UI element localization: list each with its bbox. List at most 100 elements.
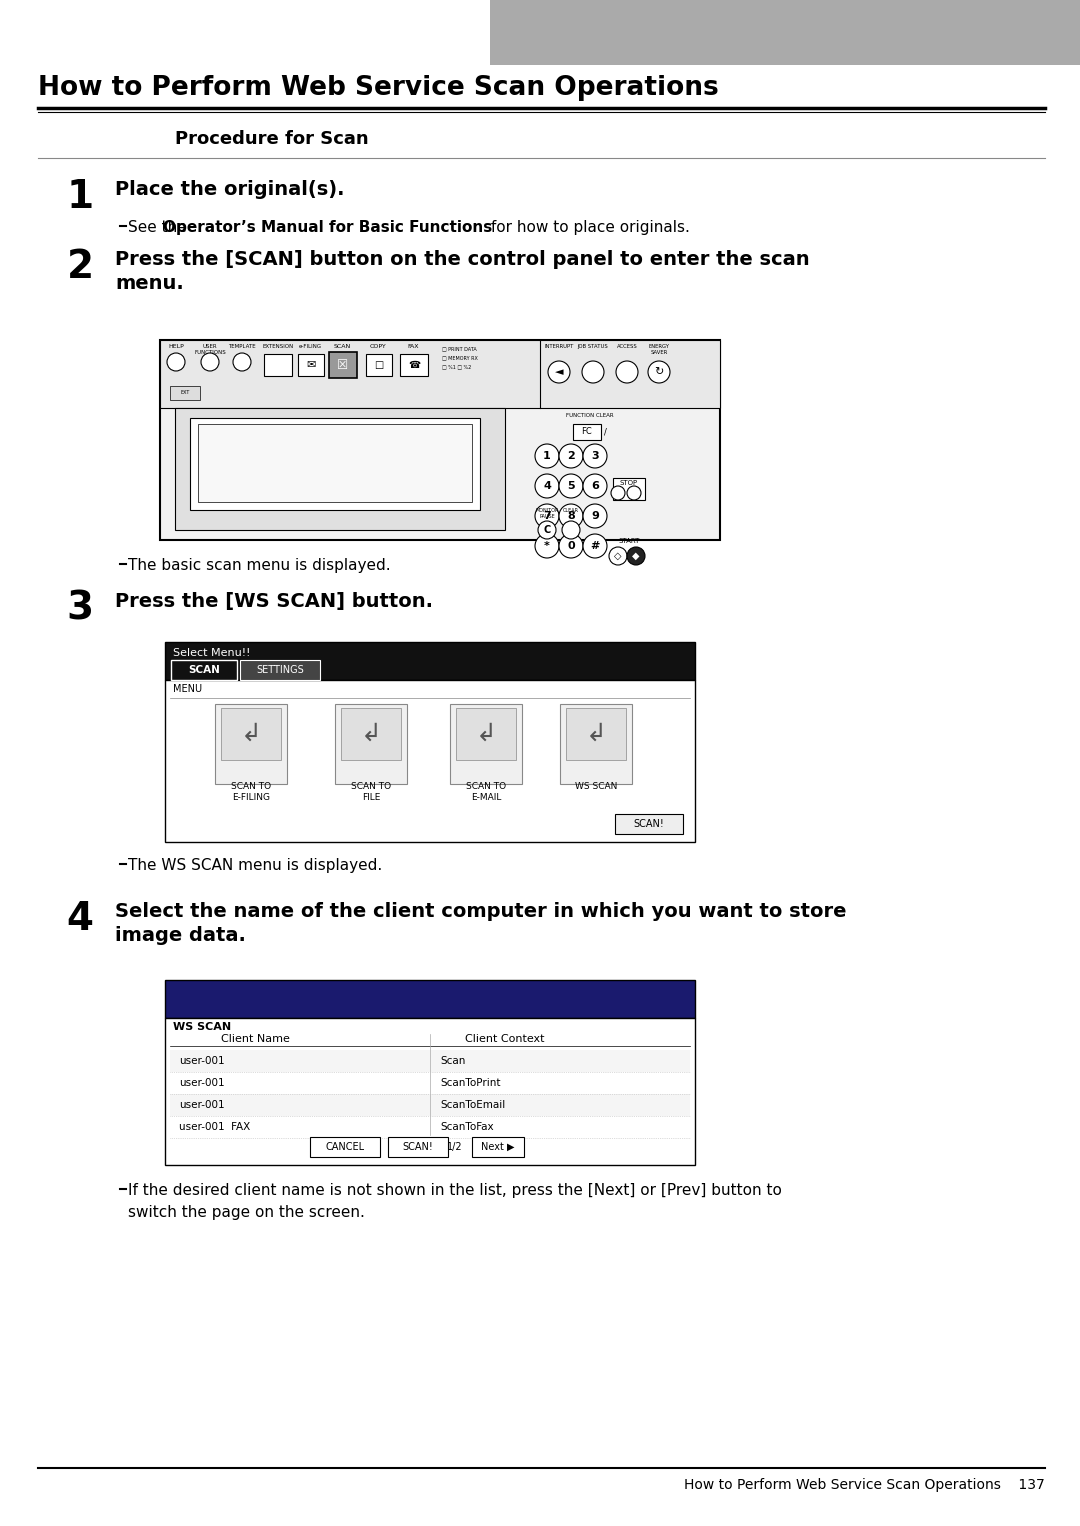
Circle shape: [609, 546, 627, 565]
Bar: [456, 708, 516, 760]
Text: Client Name: Client Name: [220, 1035, 289, 1044]
Circle shape: [611, 485, 625, 501]
Text: Client Context: Client Context: [465, 1035, 544, 1044]
Text: FUNCTION CLEAR: FUNCTION CLEAR: [566, 414, 613, 418]
Text: MONITOR
PAUSE: MONITOR PAUSE: [536, 508, 558, 519]
Text: SCAN: SCAN: [334, 343, 351, 349]
Text: EXTENSION: EXTENSION: [262, 343, 294, 349]
Text: MENU: MENU: [173, 684, 202, 694]
Text: Select Menu!!: Select Menu!!: [173, 649, 251, 658]
Text: How to Perform Web Service Scan Operations    137: How to Perform Web Service Scan Operatio…: [685, 1479, 1045, 1492]
Bar: [298, 354, 324, 375]
Circle shape: [582, 362, 604, 383]
Text: Procedure for Scan: Procedure for Scan: [175, 130, 368, 148]
Text: C: C: [543, 525, 551, 536]
Text: ↲: ↲: [585, 722, 607, 746]
Text: EXT: EXT: [180, 391, 190, 395]
Text: switch the page on the screen.: switch the page on the screen.: [129, 1206, 365, 1219]
Bar: [400, 354, 428, 375]
Circle shape: [535, 504, 559, 528]
Text: for how to place originals.: for how to place originals.: [486, 220, 690, 235]
Text: 6: 6: [591, 481, 599, 491]
Text: e-FILING: e-FILING: [298, 343, 322, 349]
Circle shape: [627, 546, 645, 565]
Text: 8: 8: [567, 511, 575, 520]
Bar: [613, 478, 645, 501]
Bar: [450, 703, 522, 784]
Bar: [198, 424, 472, 502]
Text: user-001: user-001: [179, 1077, 225, 1088]
Text: /: /: [604, 427, 607, 436]
Text: SCAN!: SCAN!: [403, 1141, 433, 1152]
Text: ☎: ☎: [408, 360, 420, 369]
Text: 7: 7: [543, 511, 551, 520]
Circle shape: [627, 485, 642, 501]
Bar: [388, 1137, 448, 1157]
Text: 9: 9: [591, 511, 599, 520]
Circle shape: [559, 504, 583, 528]
Text: #: #: [591, 542, 599, 551]
Text: ScanToFax: ScanToFax: [440, 1122, 494, 1132]
Text: 3: 3: [67, 591, 94, 629]
Bar: [160, 340, 720, 407]
Text: ↲: ↲: [475, 722, 497, 746]
Text: user-001: user-001: [179, 1056, 225, 1067]
Bar: [329, 353, 357, 378]
Bar: [366, 354, 392, 375]
Text: COPY: COPY: [369, 343, 387, 349]
Text: WS SCAN: WS SCAN: [575, 781, 617, 790]
Bar: [190, 418, 480, 510]
Text: 2: 2: [567, 452, 575, 461]
Text: 5: 5: [567, 481, 575, 491]
Text: ☒: ☒: [337, 359, 349, 371]
Circle shape: [616, 362, 638, 383]
Bar: [615, 813, 683, 835]
Circle shape: [583, 475, 607, 497]
Bar: [573, 424, 600, 439]
Text: TEMPLATE: TEMPLATE: [228, 343, 256, 349]
Text: FC: FC: [582, 427, 592, 436]
Text: 4: 4: [67, 900, 94, 938]
Text: 1/2: 1/2: [447, 1141, 463, 1152]
Text: CANCEL: CANCEL: [325, 1141, 365, 1152]
Text: 3: 3: [591, 452, 598, 461]
Text: ↲: ↲: [241, 722, 261, 746]
Bar: [221, 708, 281, 760]
Text: ◆: ◆: [632, 551, 639, 562]
Text: JOB STATUS: JOB STATUS: [578, 343, 608, 349]
Text: SCAN TO
E-FILING: SCAN TO E-FILING: [231, 781, 271, 803]
Circle shape: [559, 534, 583, 559]
Circle shape: [233, 353, 251, 371]
Circle shape: [559, 444, 583, 468]
Text: WS SCAN: WS SCAN: [173, 1022, 231, 1032]
Text: The WS SCAN menu is displayed.: The WS SCAN menu is displayed.: [129, 858, 382, 873]
Text: Press the [SCAN] button on the control panel to enter the scan
menu.: Press the [SCAN] button on the control p…: [114, 250, 810, 293]
Text: ↻: ↻: [654, 366, 664, 377]
Bar: [165, 642, 696, 681]
Bar: [472, 1137, 524, 1157]
Circle shape: [548, 362, 570, 383]
Text: ↲: ↲: [361, 722, 381, 746]
Text: See the: See the: [129, 220, 191, 235]
Text: Place the original(s).: Place the original(s).: [114, 180, 345, 198]
Bar: [264, 354, 292, 375]
Text: SETTINGS: SETTINGS: [256, 665, 303, 674]
Bar: [341, 708, 401, 760]
Circle shape: [648, 362, 670, 383]
Text: 0: 0: [567, 542, 575, 551]
Text: ◇: ◇: [615, 551, 622, 562]
Text: ENERGY
SAVER: ENERGY SAVER: [648, 343, 670, 356]
Text: 4: 4: [543, 481, 551, 491]
Circle shape: [583, 504, 607, 528]
Bar: [160, 340, 720, 540]
Text: Next ▶: Next ▶: [482, 1141, 515, 1152]
Bar: [165, 1018, 696, 1164]
Circle shape: [538, 520, 556, 539]
Text: SCAN TO
FILE: SCAN TO FILE: [351, 781, 391, 803]
Bar: [240, 661, 320, 681]
Text: ✉: ✉: [307, 360, 315, 369]
Bar: [170, 1094, 690, 1116]
Bar: [335, 703, 407, 784]
Text: □ PRINT DATA: □ PRINT DATA: [442, 346, 476, 351]
Text: USER
FUNCTIONS: USER FUNCTIONS: [194, 343, 226, 356]
